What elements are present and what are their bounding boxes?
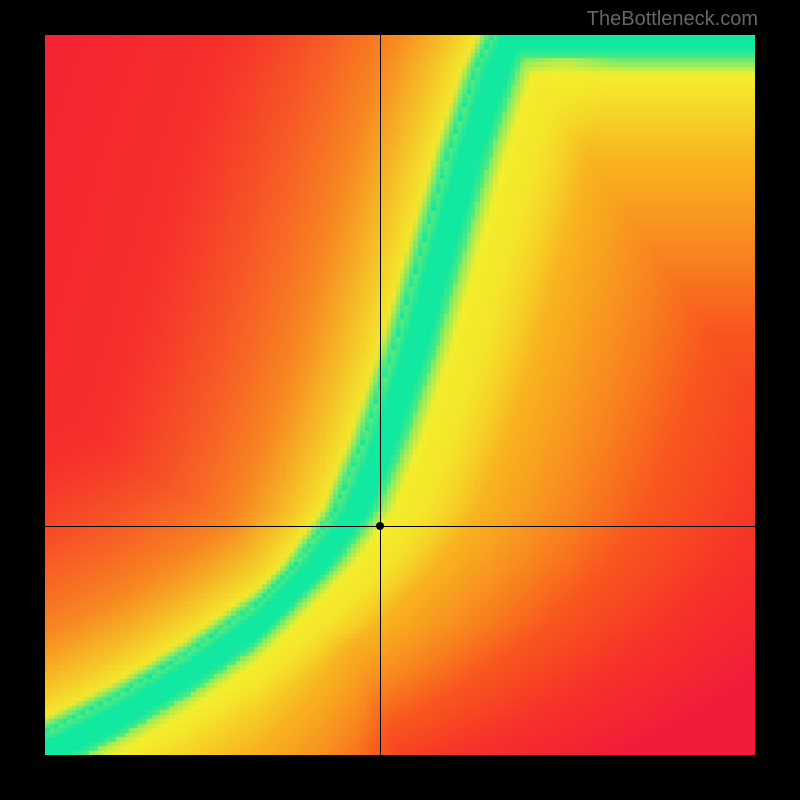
crosshair-horizontal	[45, 526, 755, 527]
watermark-text: TheBottleneck.com	[587, 8, 758, 31]
chart-container: TheBottleneck.com	[0, 0, 800, 800]
heatmap-canvas	[45, 35, 755, 755]
crosshair-vertical	[380, 35, 381, 755]
heatmap-plot	[45, 35, 755, 755]
marker-dot	[376, 522, 384, 530]
